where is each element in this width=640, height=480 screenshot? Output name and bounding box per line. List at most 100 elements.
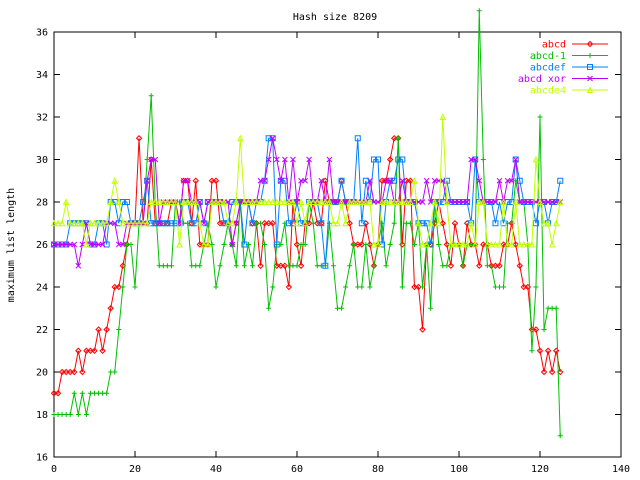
data-point-abcd-1 bbox=[294, 263, 300, 269]
data-point-abcde4 bbox=[131, 219, 139, 227]
data-point-abcd bbox=[257, 262, 264, 269]
data-point-abcd-1 bbox=[541, 327, 547, 332]
data-point-abcd-1 bbox=[197, 263, 203, 269]
data-point-abcd-xor bbox=[119, 241, 126, 248]
data-point-abcdef bbox=[362, 177, 369, 184]
data-point-abcd-1 bbox=[132, 284, 138, 290]
data-point-abcd-1 bbox=[537, 114, 543, 120]
data-point-abcdef bbox=[391, 177, 398, 184]
data-point-abcd-1 bbox=[343, 284, 349, 290]
data-point-abcd-1 bbox=[221, 242, 227, 247]
data-point-abcd bbox=[540, 368, 548, 376]
data-point-abcde4 bbox=[62, 198, 70, 205]
data-point-abcde4 bbox=[289, 198, 297, 205]
data-point-abcd-xor bbox=[261, 177, 268, 184]
data-point-abcd-xor bbox=[472, 156, 479, 163]
data-point-abcd-xor bbox=[156, 220, 163, 227]
data-point-abcde4 bbox=[257, 198, 264, 205]
data-point-abcd-xor bbox=[468, 156, 475, 163]
y-tick-label: 30 bbox=[36, 155, 48, 166]
data-point-abcd-xor bbox=[508, 177, 515, 184]
data-point-abcd bbox=[548, 368, 556, 376]
data-point-abcd-xor bbox=[180, 177, 187, 184]
x-tick-label: 40 bbox=[210, 464, 222, 475]
x-tick-label: 0 bbox=[51, 464, 57, 475]
data-point-abcde4 bbox=[447, 240, 455, 248]
data-point-abcd-xor bbox=[419, 199, 426, 205]
data-point-abcde4 bbox=[386, 198, 394, 205]
data-point-abcd-1 bbox=[533, 284, 539, 290]
data-point-abcd bbox=[512, 241, 519, 248]
data-point-abcd-xor bbox=[306, 156, 313, 163]
data-point-abcd-1 bbox=[339, 305, 345, 311]
data-point-abcde4 bbox=[297, 198, 305, 205]
data-point-abcd-1 bbox=[104, 390, 110, 396]
data-point-abcd-1 bbox=[444, 263, 450, 269]
data-point-abcd-xor bbox=[229, 241, 236, 248]
data-point-abcde4 bbox=[459, 240, 467, 248]
data-point-abcd bbox=[386, 156, 394, 163]
data-point-abcd bbox=[476, 262, 483, 269]
data-point-abcd-1 bbox=[71, 390, 77, 396]
data-point-abcde4 bbox=[50, 219, 58, 227]
data-point-abcde4 bbox=[151, 198, 159, 205]
data-point-abcde4 bbox=[66, 219, 74, 227]
data-point-abcdef bbox=[354, 135, 361, 142]
data-point-abcde4 bbox=[123, 219, 131, 227]
data-point-abcd bbox=[411, 283, 418, 291]
data-point-abcd-xor bbox=[152, 156, 159, 163]
data-point-abcd-xor bbox=[524, 199, 531, 205]
data-point-abcde4 bbox=[74, 219, 82, 227]
data-point-abcde4 bbox=[370, 240, 378, 248]
data-point-abcd-xor bbox=[302, 177, 308, 184]
data-point-abcd bbox=[293, 241, 301, 248]
data-point-abcd-1 bbox=[67, 412, 73, 417]
data-point-abcde4 bbox=[261, 198, 268, 205]
data-point-abcd bbox=[366, 241, 374, 248]
data-point-abcd-1 bbox=[395, 135, 401, 141]
data-point-abcde4 bbox=[536, 198, 544, 205]
y-tick-label: 16 bbox=[36, 453, 48, 464]
data-point-abcd-1 bbox=[116, 327, 122, 332]
legend-label-abcde4: abcde4 bbox=[530, 86, 566, 97]
data-point-abcd-1 bbox=[233, 263, 239, 269]
data-point-abcde4 bbox=[228, 219, 236, 227]
data-point-abcd-1 bbox=[128, 242, 134, 247]
data-point-abcde4 bbox=[204, 240, 212, 248]
y-tick-label: 36 bbox=[36, 28, 48, 39]
data-point-abcde4 bbox=[334, 219, 341, 227]
data-point-abcd-1 bbox=[529, 348, 535, 354]
data-point-abcd-xor bbox=[367, 177, 373, 184]
data-point-abcd-1 bbox=[347, 263, 353, 269]
data-point-abcde4 bbox=[322, 198, 329, 205]
data-point-abcd-1 bbox=[310, 220, 316, 226]
data-point-abcd-xor bbox=[281, 156, 288, 163]
data-point-abcd-1 bbox=[480, 157, 486, 162]
data-point-abcd-xor bbox=[71, 241, 78, 248]
data-point-abcd bbox=[447, 262, 455, 269]
data-point-abcd-xor bbox=[184, 177, 191, 184]
data-point-abcde4 bbox=[95, 219, 102, 227]
data-point-abcde4 bbox=[249, 198, 256, 205]
x-tick-label: 140 bbox=[612, 464, 630, 475]
data-point-abcd-1 bbox=[258, 220, 264, 226]
data-point-abcde4 bbox=[119, 219, 127, 227]
data-point-abcde4 bbox=[83, 240, 90, 248]
data-point-abcde4 bbox=[103, 219, 110, 227]
data-point-abcd-1 bbox=[83, 412, 89, 417]
data-point-abcd-1 bbox=[557, 433, 563, 439]
data-point-abcde4 bbox=[467, 219, 475, 227]
data-point-abcdef bbox=[168, 220, 175, 227]
data-point-abcde4 bbox=[362, 198, 370, 205]
data-point-abcd bbox=[196, 241, 204, 248]
data-point-abcd-1 bbox=[428, 305, 434, 311]
data-point-abcde4 bbox=[147, 198, 155, 205]
data-point-abcd-1 bbox=[476, 8, 482, 14]
data-point-abcd-xor bbox=[492, 199, 499, 205]
data-point-abcde4 bbox=[431, 198, 439, 205]
data-point-abcd-xor bbox=[464, 199, 470, 205]
data-point-abcd-1 bbox=[144, 157, 150, 162]
data-point-abcd-1 bbox=[79, 390, 85, 396]
data-point-abcd-1 bbox=[411, 242, 417, 247]
data-point-abcd-1 bbox=[262, 242, 268, 247]
